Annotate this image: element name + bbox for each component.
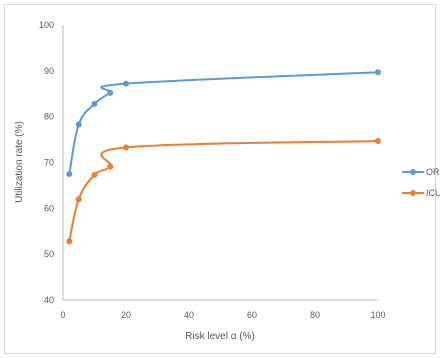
y-axis-title: Utilization rate (%) [14, 121, 25, 203]
y-tick-label: 70 [44, 158, 54, 168]
x-tick-label: 100 [370, 310, 385, 320]
x-tick-label: 20 [121, 310, 131, 320]
data-point [66, 238, 73, 245]
y-tick-label: 60 [44, 203, 54, 213]
y-tick-label: 90 [44, 66, 54, 76]
data-point [66, 170, 73, 177]
data-point [107, 163, 114, 170]
data-point [91, 171, 98, 178]
y-tick-label: 80 [44, 112, 54, 122]
legend: OR ICU [402, 167, 440, 198]
x-tick-label: 60 [247, 310, 257, 320]
series-line [68, 139, 379, 242]
y-tick-labels: 40 50 60 70 80 90 100 [39, 20, 54, 305]
legend-marker [410, 190, 416, 196]
y-tick-label: 50 [44, 249, 54, 259]
legend-item-or: OR [402, 167, 440, 177]
legend-item-icu: ICU [402, 188, 440, 198]
x-tick-label: 40 [184, 310, 194, 320]
data-point [123, 80, 129, 87]
legend-label: OR [426, 167, 440, 177]
legend-label: ICU [426, 188, 440, 198]
series-line [68, 71, 379, 175]
y-tick-label: 40 [44, 295, 54, 305]
chart-frame [4, 4, 436, 354]
series-icu [66, 137, 381, 245]
data-point [107, 89, 114, 96]
data-point [375, 69, 381, 76]
data-point [123, 144, 129, 151]
data-point [375, 137, 381, 144]
data-point [75, 196, 82, 203]
axes [62, 25, 378, 301]
x-tick-label: 80 [310, 310, 320, 320]
series-layer [66, 69, 381, 245]
series-or [66, 69, 381, 177]
legend-marker [410, 169, 416, 175]
x-tick-label: 0 [60, 310, 65, 320]
x-tick-labels: 0 20 40 60 80 100 [60, 310, 385, 320]
data-point [75, 121, 82, 128]
x-axis-title: Risk level α (%) [185, 331, 255, 342]
y-tick-label: 100 [39, 20, 54, 30]
data-point [91, 100, 98, 107]
